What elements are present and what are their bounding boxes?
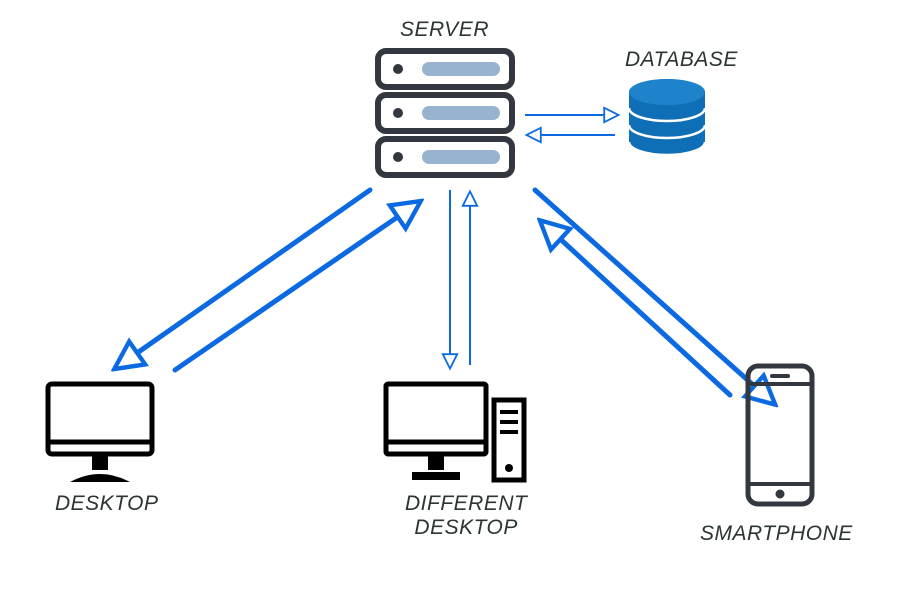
network-diagram: SERVER DATABASE DESKTOP DIFFERENT DESKTO…: [0, 0, 900, 600]
server-icon: [370, 45, 520, 180]
edge-server-desktop-out: [120, 190, 370, 365]
smartphone-icon: [740, 360, 820, 510]
desktop-label: DESKTOP: [55, 492, 158, 516]
server-node: [370, 45, 520, 185]
edge-phone-server-in: [545, 225, 730, 395]
desktop-node: [40, 378, 160, 493]
smartphone-node: [740, 360, 820, 515]
edge-server-phone-out: [535, 190, 770, 400]
server-label: SERVER: [400, 18, 489, 42]
different-desktop-label: DIFFERENT DESKTOP: [405, 492, 527, 540]
database-icon: [625, 78, 710, 168]
desktop-icon: [40, 378, 160, 488]
edge-desktop-server-in: [175, 205, 415, 370]
database-node: [625, 78, 710, 173]
different-desktop-label-line1: DIFFERENT: [405, 492, 527, 515]
different-desktop-label-line2: DESKTOP: [414, 516, 517, 539]
smartphone-label: SMARTPHONE: [700, 522, 853, 546]
different-desktop-node: [380, 378, 530, 493]
database-label: DATABASE: [625, 48, 738, 72]
different-desktop-icon: [380, 378, 530, 488]
